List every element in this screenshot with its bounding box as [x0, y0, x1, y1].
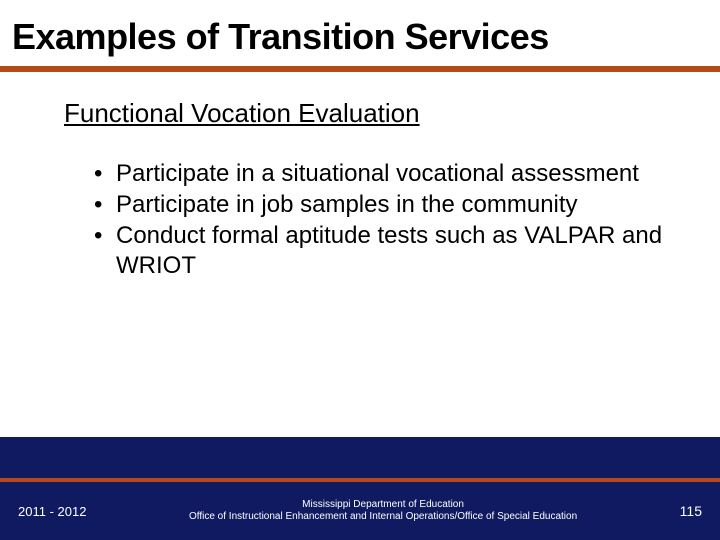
footer-left: 2011 - 2012: [18, 504, 86, 519]
list-item: Participate in job samples in the commun…: [94, 190, 672, 219]
title-band: Examples of Transition Services: [0, 0, 720, 66]
bullet-list: Participate in a situational vocational …: [64, 159, 672, 280]
footer: 2011 - 2012 Mississippi Department of Ed…: [0, 482, 720, 540]
slide-title: Examples of Transition Services: [12, 18, 708, 56]
footer-center-line1: Mississippi Department of Education: [302, 499, 464, 510]
footer-center-line2: Office of Instructional Enhancement and …: [189, 511, 577, 522]
subheading: Functional Vocation Evaluation: [64, 98, 672, 129]
footer-center: Mississippi Department of Education Offi…: [86, 499, 679, 523]
accent-divider-bottom: [0, 478, 720, 482]
slide: Examples of Transition Services Function…: [0, 0, 720, 540]
footer-page-number: 115: [680, 503, 702, 519]
list-item: Conduct formal aptitude tests such as VA…: [94, 221, 672, 280]
list-item: Participate in a situational vocational …: [94, 159, 672, 188]
body-area: Functional Vocation Evaluation Participa…: [0, 72, 720, 437]
